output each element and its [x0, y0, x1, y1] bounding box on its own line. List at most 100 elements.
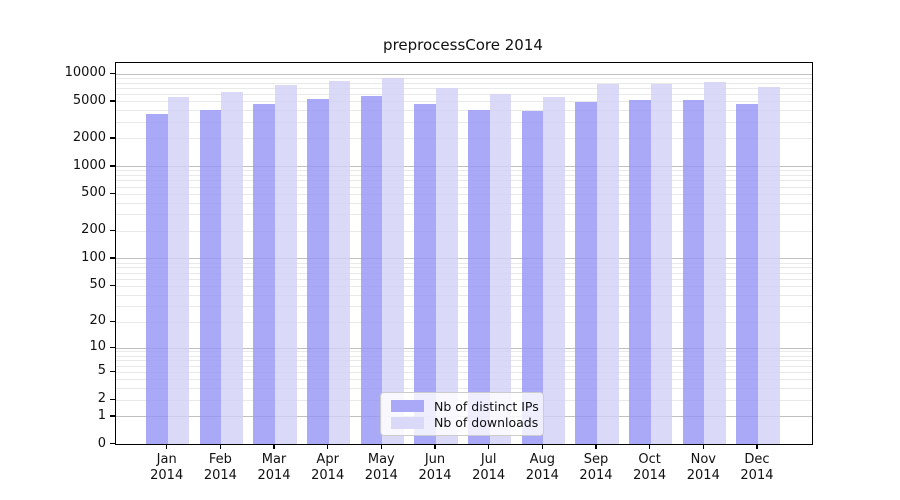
- y-tick-label: 1: [97, 407, 106, 423]
- distinct-ips-bar: [736, 103, 758, 444]
- minor-gridline: [116, 77, 812, 79]
- x-tick-label: Sep 2014: [579, 452, 613, 483]
- major-gridline: [116, 73, 812, 75]
- minor-gridline: [116, 305, 812, 307]
- y-tick-label: 0: [97, 435, 106, 451]
- major-gridline: [116, 347, 812, 349]
- plot-area: Nb of distinct IPs Nb of downloads: [115, 62, 813, 445]
- downloads-bar: [382, 77, 405, 444]
- y-tick-mark: [110, 229, 115, 232]
- minor-gridline: [116, 230, 812, 232]
- minor-gridline: [116, 175, 812, 177]
- major-gridline: [116, 258, 812, 260]
- minor-gridline: [116, 272, 812, 274]
- minor-gridline: [116, 365, 812, 367]
- minor-gridline: [116, 138, 812, 140]
- distinct-ips-swatch: [391, 400, 424, 413]
- downloads-bar: [328, 81, 351, 444]
- downloads-bar: [489, 93, 512, 444]
- x-tick-mark: [380, 444, 383, 450]
- distinct-ips-bar: [199, 109, 222, 444]
- y-tick-mark: [110, 398, 115, 401]
- y-tick-label: 10: [89, 339, 106, 355]
- x-tick-mark: [166, 444, 168, 450]
- x-tick-mark: [541, 444, 543, 450]
- distinct-ips-bar: [306, 98, 329, 444]
- downloads-bar: [757, 87, 780, 444]
- y-tick-label: 2: [97, 391, 106, 407]
- minor-gridline: [116, 278, 812, 280]
- minor-gridline: [116, 262, 812, 264]
- minor-gridline: [116, 351, 812, 353]
- x-tick-label: Oct 2014: [633, 452, 667, 483]
- x-tick-label: Mar 2014: [257, 452, 291, 483]
- distinct-ips-bar: [145, 114, 168, 444]
- downloads-bar: [167, 96, 190, 444]
- downloads-bar: [436, 87, 458, 444]
- x-tick-label: Nov 2014: [686, 452, 720, 483]
- chart-title: preprocessCore 2014: [383, 36, 543, 54]
- x-tick-mark: [434, 444, 436, 450]
- legend-label: Nb of downloads: [434, 415, 539, 431]
- y-tick-mark: [110, 72, 115, 74]
- major-gridline: [116, 166, 812, 168]
- y-tick-label: 2000: [72, 129, 106, 145]
- x-tick-mark: [595, 444, 597, 450]
- minor-gridline: [116, 170, 812, 172]
- legend-label: Nb of distinct IPs: [434, 398, 539, 414]
- distinct-ips-bar: [682, 99, 705, 444]
- x-tick-mark: [756, 444, 758, 450]
- x-tick-label: Feb 2014: [203, 452, 237, 483]
- legend: Nb of distinct IPs Nb of downloads: [380, 392, 544, 436]
- y-tick-mark: [110, 257, 115, 259]
- y-tick-mark: [110, 284, 115, 287]
- downloads-bar: [596, 84, 619, 444]
- y-tick-mark: [110, 192, 115, 195]
- y-tick-mark: [110, 370, 115, 373]
- legend-item-downloads: Nb of downloads: [391, 415, 539, 432]
- distinct-ips-bar: [521, 110, 544, 444]
- distinct-ips-bar: [253, 103, 276, 444]
- minor-gridline: [116, 379, 812, 381]
- distinct-ips-bar: [575, 101, 597, 444]
- x-tick-mark: [702, 444, 704, 450]
- minor-gridline: [116, 193, 812, 195]
- distinct-ips-bar: [360, 96, 383, 444]
- minor-gridline: [116, 371, 812, 373]
- y-tick-label: 10000: [64, 65, 106, 81]
- y-tick-label: 5: [97, 363, 106, 379]
- minor-gridline: [116, 110, 812, 112]
- y-tick-mark: [110, 443, 115, 445]
- y-tick-label: 20: [89, 313, 106, 329]
- x-tick-label: Dec 2014: [740, 452, 774, 483]
- downloads-bar: [221, 92, 244, 444]
- minor-gridline: [116, 87, 812, 89]
- y-tick-mark: [110, 100, 115, 102]
- downloads-bar: [650, 83, 673, 444]
- y-tick-label: 5000: [72, 92, 106, 108]
- y-tick-mark: [110, 165, 115, 167]
- minor-gridline: [116, 294, 812, 296]
- x-tick-label: Aug 2014: [525, 452, 559, 483]
- distinct-ips-bar: [628, 100, 651, 444]
- x-tick-label: Apr 2014: [311, 452, 345, 483]
- legend-item-distinct-ips: Nb of distinct IPs: [391, 398, 539, 415]
- x-tick-label: Jul 2014: [472, 452, 506, 483]
- minor-gridline: [116, 82, 812, 84]
- x-tick-label: May 2014: [364, 452, 398, 483]
- minor-gridline: [116, 321, 812, 323]
- minor-gridline: [116, 101, 812, 103]
- minor-gridline: [116, 285, 812, 287]
- minor-gridline: [116, 267, 812, 269]
- minor-gridline: [116, 355, 812, 357]
- minor-gridline: [116, 180, 812, 182]
- downloads-bar: [275, 85, 297, 444]
- minor-gridline: [116, 122, 812, 123]
- x-tick-label: Jun 2014: [418, 452, 452, 483]
- distinct-ips-bar: [414, 104, 436, 444]
- y-tick-mark: [110, 346, 115, 348]
- y-tick-mark: [110, 415, 115, 417]
- x-tick-mark: [219, 444, 222, 450]
- minor-gridline: [116, 388, 812, 390]
